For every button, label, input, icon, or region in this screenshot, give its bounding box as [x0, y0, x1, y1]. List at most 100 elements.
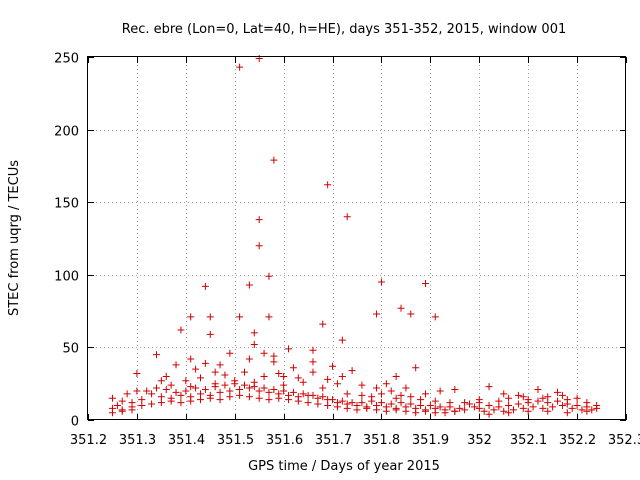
data-point	[299, 390, 307, 398]
data-point	[348, 367, 356, 375]
data-point	[177, 399, 185, 407]
data-point	[461, 399, 469, 407]
data-point	[519, 404, 527, 412]
data-point	[461, 406, 469, 414]
data-point	[294, 374, 302, 382]
data-point	[539, 404, 547, 412]
y-tick-label: 50	[62, 342, 79, 357]
data-point	[192, 365, 200, 373]
data-point	[314, 400, 322, 408]
data-point	[436, 403, 444, 411]
data-point	[451, 386, 459, 394]
data-point	[260, 372, 268, 380]
data-point	[358, 381, 366, 389]
data-point	[373, 310, 381, 318]
data-points	[108, 54, 601, 418]
data-point	[544, 399, 552, 407]
data-point	[431, 409, 439, 417]
data-point	[162, 386, 170, 394]
data-point	[177, 326, 185, 334]
data-point	[470, 403, 478, 411]
data-point	[265, 396, 273, 404]
data-point	[338, 336, 346, 344]
data-point	[236, 313, 244, 321]
data-point	[392, 406, 400, 414]
data-point	[377, 390, 385, 398]
data-point	[338, 397, 346, 405]
data-point	[324, 181, 332, 189]
data-point	[358, 399, 366, 407]
data-point	[275, 370, 283, 378]
data-point	[309, 346, 317, 354]
data-point	[358, 391, 366, 399]
data-point	[456, 404, 464, 412]
data-point	[377, 278, 385, 286]
data-point	[245, 384, 253, 392]
data-point	[133, 387, 141, 395]
data-point	[475, 396, 483, 404]
data-point	[265, 272, 273, 280]
data-point	[270, 156, 278, 164]
data-point	[265, 388, 273, 396]
x-tick-label: 351.4	[168, 433, 205, 448]
x-tick-label: 351.5	[217, 433, 254, 448]
data-point	[250, 329, 258, 337]
data-point	[407, 393, 415, 401]
data-point	[324, 401, 332, 409]
data-point	[265, 313, 273, 321]
data-point	[128, 406, 136, 414]
data-point	[505, 409, 513, 417]
data-point	[196, 396, 204, 404]
data-point	[304, 399, 312, 407]
data-point	[123, 390, 131, 398]
data-point	[187, 313, 195, 321]
x-tick-label: 351.9	[412, 433, 449, 448]
data-point	[490, 406, 498, 414]
data-point	[216, 388, 224, 396]
data-point	[138, 401, 146, 409]
data-point	[182, 387, 190, 395]
data-point	[382, 380, 390, 388]
data-point	[593, 404, 601, 412]
data-point	[255, 394, 263, 402]
data-point	[285, 396, 293, 404]
data-point	[118, 397, 126, 405]
data-point	[201, 359, 209, 367]
data-point	[563, 400, 571, 408]
data-point	[162, 372, 170, 380]
data-point	[289, 388, 297, 396]
data-point	[241, 368, 249, 376]
data-point	[554, 388, 562, 396]
data-point	[172, 361, 180, 369]
data-point	[152, 384, 160, 392]
data-point	[177, 391, 185, 399]
data-point	[417, 401, 425, 409]
data-point	[201, 386, 209, 394]
data-point	[260, 349, 268, 357]
y-tick-labels: 0 50 100 150 200 250	[54, 52, 79, 430]
x-axis-label: GPS time / Days of year 2015	[248, 459, 440, 474]
data-point	[250, 383, 258, 391]
data-point	[143, 387, 151, 395]
data-point	[309, 368, 317, 376]
data-point	[216, 396, 224, 404]
data-point	[333, 380, 341, 388]
data-point	[544, 407, 552, 415]
data-point	[196, 374, 204, 382]
data-point	[255, 242, 263, 250]
data-point	[397, 391, 405, 399]
data-point	[480, 407, 488, 415]
data-point	[402, 407, 410, 415]
data-point	[167, 381, 175, 389]
data-point	[167, 397, 175, 405]
data-point	[524, 399, 532, 407]
data-point	[382, 407, 390, 415]
data-point	[505, 394, 513, 402]
data-point	[519, 393, 527, 401]
x-tick-label: 351.2	[70, 433, 107, 448]
x-tick-label: 352.2	[559, 433, 596, 448]
data-point	[108, 394, 116, 402]
data-point	[514, 391, 522, 399]
data-point	[245, 281, 253, 289]
